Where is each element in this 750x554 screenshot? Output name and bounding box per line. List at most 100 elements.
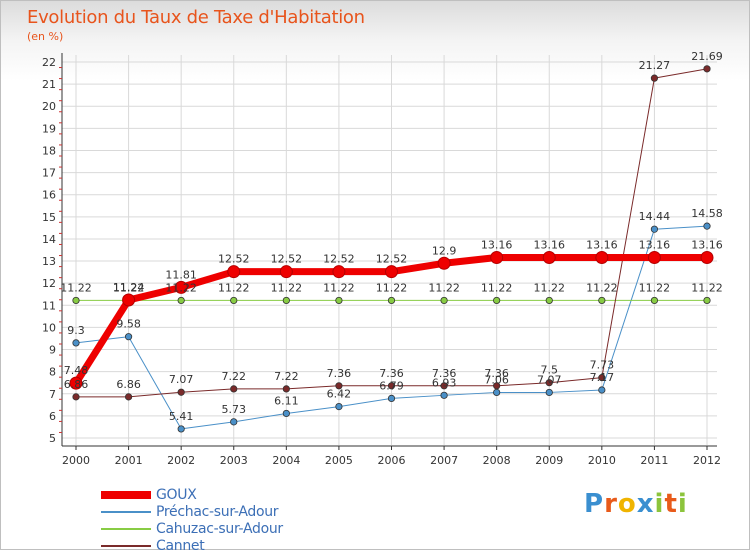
data-label: 6.42 <box>327 388 352 401</box>
data-point <box>177 296 185 305</box>
data-label: 7.5 <box>541 364 559 377</box>
data-label: 11.81 <box>165 268 197 281</box>
data-point-goux <box>595 251 609 265</box>
y-tick-label: 11 <box>42 299 56 312</box>
data-point <box>387 382 396 390</box>
x-tick-label: 2006 <box>378 454 406 467</box>
data-label: 7.36 <box>484 367 509 380</box>
x-tick-label: 2008 <box>483 454 511 467</box>
legend-item-goux: GOUX <box>101 486 283 503</box>
data-label: 6.86 <box>116 378 141 391</box>
data-label: 5.73 <box>222 403 247 416</box>
x-tick-label: 2005 <box>325 454 353 467</box>
data-label: 12.52 <box>218 253 250 266</box>
y-tick-label: 16 <box>42 189 56 202</box>
data-point <box>440 391 448 399</box>
data-point-goux <box>122 293 136 307</box>
data-label: 11.22 <box>218 281 250 294</box>
y-tick-label: 21 <box>42 78 56 91</box>
data-label: 11.22 <box>113 281 145 294</box>
data-label: 13.16 <box>586 239 618 252</box>
data-label: 11.24 <box>113 281 145 294</box>
x-tick-label: 2010 <box>588 454 616 467</box>
logo-letter: r <box>604 489 618 519</box>
data-point-goux <box>385 265 398 279</box>
data-label: 9.3 <box>67 324 85 337</box>
chart-unit: (en %) <box>27 30 64 43</box>
data-label: 7.07 <box>537 373 562 386</box>
data-point-goux <box>490 251 504 265</box>
data-point <box>650 74 659 82</box>
y-tick-label: 15 <box>42 211 56 224</box>
y-tick-label: 13 <box>42 255 56 268</box>
data-label: 7.48 <box>64 364 89 377</box>
data-point-goux <box>174 280 188 294</box>
data-label: 11.22 <box>428 281 460 294</box>
data-point <box>335 382 343 390</box>
data-label: 11.22 <box>534 281 566 294</box>
x-tick-label: 2004 <box>272 454 300 467</box>
data-point <box>440 296 448 305</box>
data-label: 11.22 <box>639 281 671 294</box>
x-tick-label: 2000 <box>62 454 90 467</box>
data-label: 11.22 <box>481 281 513 294</box>
data-label: 12.52 <box>376 253 408 266</box>
data-point <box>335 402 343 411</box>
x-tick-label: 2007 <box>430 454 458 467</box>
data-point <box>230 385 238 393</box>
data-point-goux <box>542 251 556 265</box>
data-label: 7.36 <box>379 367 404 380</box>
data-label: 12.9 <box>432 244 457 257</box>
data-label: 7.73 <box>590 359 615 372</box>
data-point <box>493 388 501 397</box>
data-point <box>493 382 501 390</box>
x-tick-label: 2011 <box>640 454 668 467</box>
data-point <box>72 393 80 401</box>
data-point <box>230 296 238 305</box>
data-point <box>703 296 711 305</box>
x-tick-label: 2002 <box>167 454 195 467</box>
y-tick-label: 5 <box>49 432 56 445</box>
data-label: 11.22 <box>165 281 197 294</box>
data-label: 7.36 <box>327 367 352 380</box>
legend-swatch-prechac <box>101 510 151 513</box>
logo-letter: i <box>677 489 688 519</box>
y-tick-label: 9 <box>49 344 56 357</box>
proxiti-logo: Proxiti <box>584 489 688 519</box>
data-label: 13.16 <box>481 239 513 252</box>
y-tick-label: 19 <box>42 122 56 135</box>
x-tick-label: 2003 <box>220 454 248 467</box>
x-tick-label: 2001 <box>115 454 143 467</box>
x-tick-label: 2009 <box>535 454 563 467</box>
y-tick-label: 20 <box>42 100 56 113</box>
data-point <box>598 386 606 394</box>
data-label: 14.44 <box>639 210 671 223</box>
data-point <box>387 394 396 403</box>
data-point-goux <box>69 376 83 390</box>
data-point <box>703 65 711 73</box>
legend-label-goux: GOUX <box>156 486 197 503</box>
logo-letter: o <box>617 489 637 519</box>
data-point <box>387 296 396 305</box>
data-label: 7.06 <box>484 373 509 386</box>
y-tick-label: 12 <box>42 277 56 290</box>
data-point <box>440 382 448 390</box>
data-label: 6.79 <box>379 379 404 392</box>
data-label: 5.41 <box>169 410 194 423</box>
data-label: 11.22 <box>323 281 355 294</box>
data-point <box>177 388 185 396</box>
data-point <box>282 385 290 393</box>
data-label: 13.16 <box>639 239 671 252</box>
data-point <box>282 296 290 305</box>
data-label: 11.22 <box>60 281 92 294</box>
data-point <box>493 296 501 305</box>
data-point <box>124 333 133 341</box>
data-point <box>598 374 606 382</box>
data-label: 6.86 <box>64 378 89 391</box>
data-label: 13.16 <box>534 239 566 252</box>
y-tick-label: 18 <box>42 144 56 157</box>
data-label: 11.22 <box>271 281 303 294</box>
data-point-goux <box>227 265 241 279</box>
y-tick-label: 8 <box>49 366 56 379</box>
